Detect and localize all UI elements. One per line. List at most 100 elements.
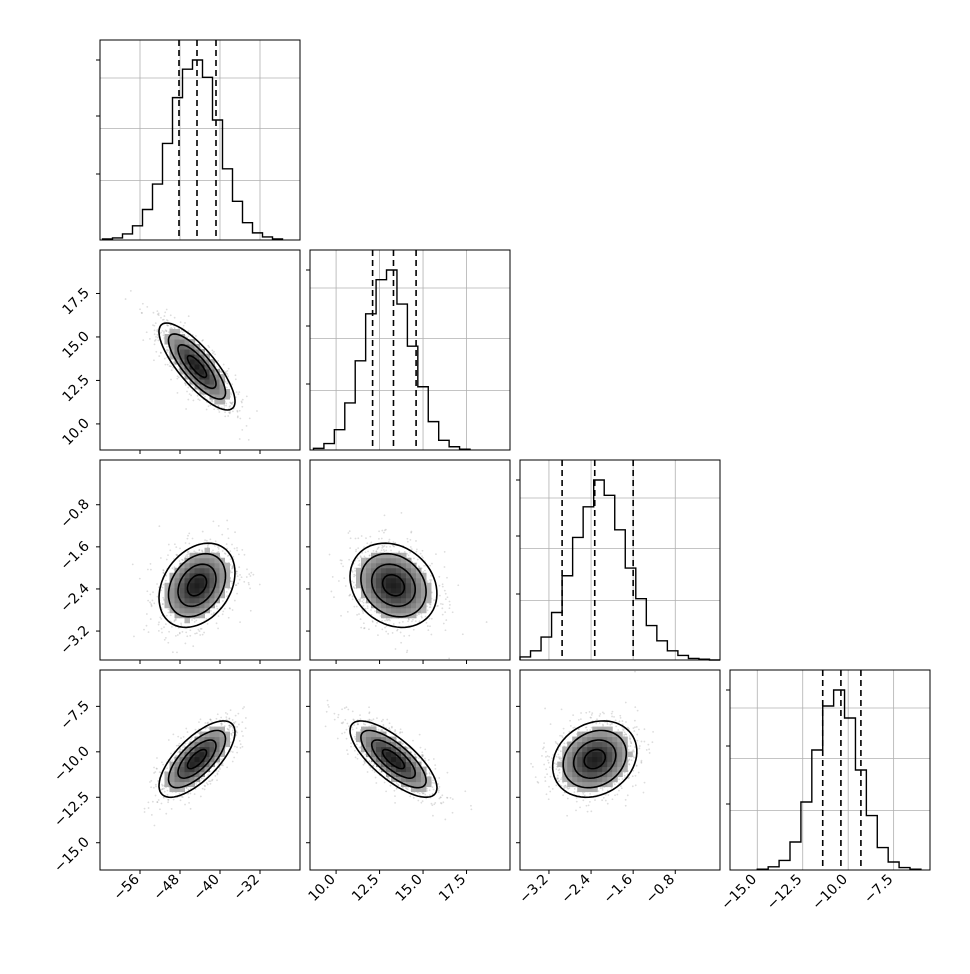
scatter-point [150,780,152,782]
scatter-point [165,364,167,366]
scatter-point [162,603,164,605]
scatter-point [359,600,361,602]
scatter-point [132,563,134,565]
scatter-point [427,609,429,611]
scatter-point [154,329,156,331]
scatter-point [167,642,169,644]
scatter-point [167,364,169,366]
density-cell [366,578,372,584]
scatter-point [227,383,229,385]
scatter-point [167,801,169,803]
scatter-point [249,588,251,590]
scatter-point [358,564,360,566]
scatter-point [194,621,196,623]
scatter-point [199,630,201,632]
scatter-panel-1-0 [96,250,300,454]
scatter-point [185,408,187,410]
scatter-point [155,336,157,338]
scatter-point [352,598,354,600]
scatter-point [449,607,451,609]
scatter-point [226,766,228,768]
scatter-point [147,801,149,803]
scatter-point [212,550,214,552]
scatter-point [256,410,258,412]
scatter-point [183,736,185,738]
scatter-point [239,438,241,440]
scatter-point [154,333,156,335]
scatter-point [159,808,161,810]
scatter-point [429,618,431,620]
scatter-point [188,802,190,804]
scatter-point [210,719,212,721]
density-cell [396,568,402,574]
density-cell [391,598,397,604]
scatter-point [157,596,159,598]
scatter-point [150,618,152,620]
scatter-point [230,558,232,560]
scatter-point [153,359,155,361]
density-cell [180,583,186,589]
scatter-point [170,314,172,316]
scatter-point [369,536,371,538]
scatter-point [185,631,187,633]
scatter-point [241,576,243,578]
scatter-point [220,717,222,719]
density-cell [185,618,191,624]
scatter-point [365,537,367,539]
scatter-point [357,537,359,539]
scatter-point [361,552,363,554]
scatter-point [175,546,177,548]
scatter-point [356,614,358,616]
scatter-point [243,706,245,708]
scatter-point [147,600,149,602]
scatter-point [406,553,408,555]
density-cell [406,563,412,569]
scatter-point [179,632,181,634]
scatter-point [163,319,165,321]
scatter-point [155,786,157,788]
density-cell [416,598,422,604]
scatter-point [162,587,164,589]
scatter-point [220,371,222,373]
scatter-point [165,813,167,815]
density-cell [195,583,201,589]
scatter-point [170,614,172,616]
scatter-point [345,585,347,587]
scatter-point [357,547,359,549]
scatter-point [392,541,394,543]
scatter-point [160,589,162,591]
scatter-point [340,615,342,617]
scatter-point [237,417,239,419]
scatter-point [444,590,446,592]
scatter-point [230,751,232,753]
scatter-point [185,384,187,386]
scatter-point [172,733,174,735]
scatter-point [226,520,228,522]
scatter-point [184,643,186,645]
scatter-point [226,719,228,721]
scatter-point [443,623,445,625]
scatter-point [173,361,175,363]
scatter-point [187,387,189,389]
density-cell [391,583,397,589]
density-cell [416,588,422,594]
scatter-point [216,779,218,781]
scatter-point [388,541,390,543]
scatter-point [197,395,199,397]
scatter-point [401,512,403,514]
scatter-point [184,322,186,324]
scatter-point [217,608,219,610]
density-cell [361,558,367,564]
scatter-point [338,580,340,582]
scatter-point [171,369,173,371]
scatter-point [147,569,149,571]
scatter-point [142,303,144,305]
scatter-point [166,330,168,332]
hist-panel-3 [726,670,930,870]
scatter-point [429,625,431,627]
scatter-point [241,402,243,404]
scatter-point [202,788,204,790]
scatter-point [180,321,182,323]
scatter-point [389,539,391,541]
